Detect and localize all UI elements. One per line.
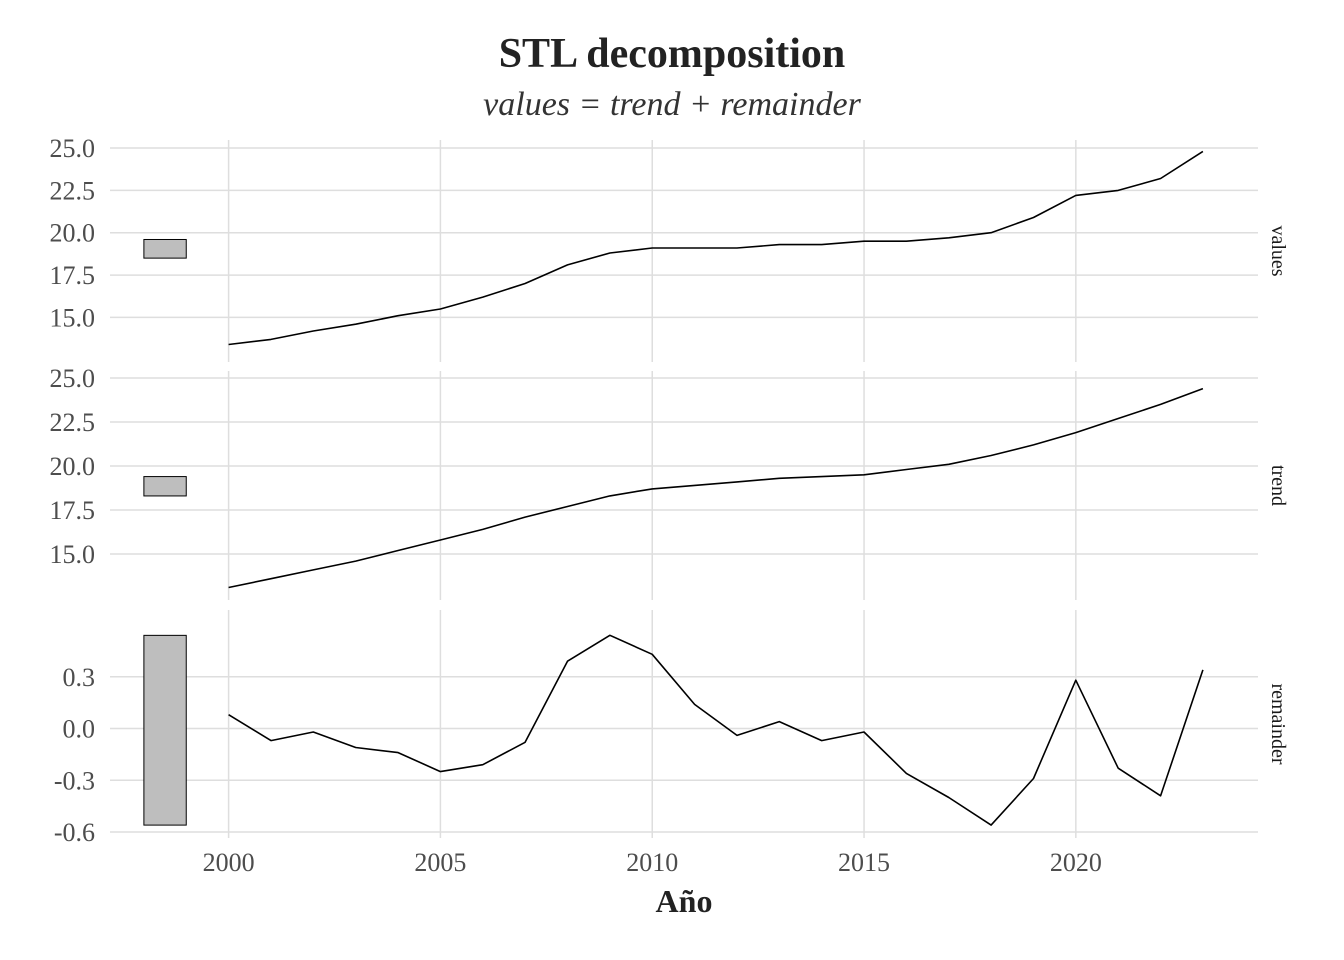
chart-subtitle: values = trend + remainder [483,86,861,123]
strip-label-remainder: remainder [1267,683,1289,764]
chart-title: STL decomposition [498,31,846,77]
y-tick-label: -0.3 [54,766,95,795]
range-bar [143,238,187,259]
range-bar [143,634,187,826]
series-line-trend [228,387,1204,589]
y-tick-label: 25.0 [50,364,96,393]
series-line-values [228,150,1204,346]
strip-label-trend: trend [1267,465,1289,506]
range-bar [143,476,187,497]
y-tick-label: 22.5 [50,408,96,437]
x-tick-label: 2015 [838,848,890,877]
x-tick-label: 2020 [1050,848,1102,877]
y-tick-label: 17.5 [50,496,96,525]
y-tick-label: 22.5 [50,176,96,205]
y-tick-label: -0.6 [54,818,95,847]
y-tick-label: 0.0 [63,715,96,744]
x-tick-label: 2010 [626,848,678,877]
x-tick-label: 2000 [203,848,255,877]
y-tick-label: 20.0 [50,452,96,481]
y-tick-label: 0.3 [63,663,96,692]
y-tick-label: 17.5 [50,261,96,290]
y-tick-label: 20.0 [50,219,96,248]
x-axis-title: Año [656,883,713,919]
y-tick-label: 15.0 [50,540,96,569]
x-tick-label: 2005 [414,848,466,877]
y-tick-label: 25.0 [50,134,96,163]
strip-label-values: values [1267,225,1289,276]
y-tick-label: 15.0 [50,303,96,332]
series-line-remainder [228,634,1204,826]
